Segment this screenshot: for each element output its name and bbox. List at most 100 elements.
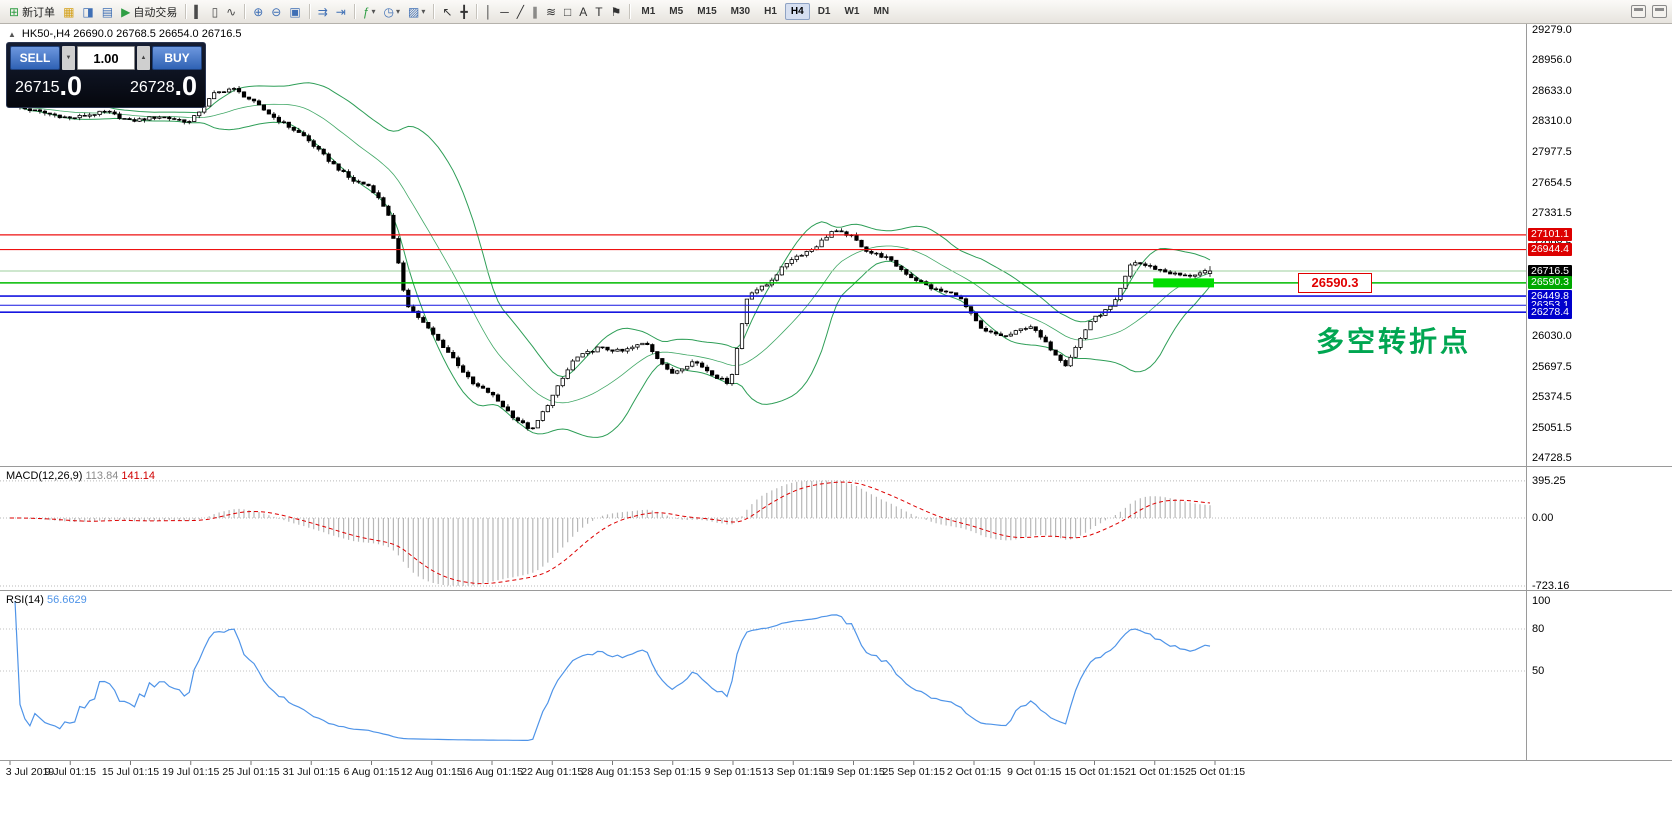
time-axis-label: 9 Jul 01:15 <box>44 766 96 778</box>
trendline-icon: ╱ <box>516 4 524 19</box>
buy-price-main: 26728 <box>129 79 175 96</box>
sell-price[interactable]: 26715.0 <box>15 71 83 101</box>
timeframe-M30[interactable]: M30 <box>730 6 751 17</box>
market-watch-icon: ◨ <box>82 4 94 19</box>
time-axis[interactable]: 3 Jul 2019 9 Jul 01:15 15 Jul 01:15 19 Jul … <box>0 762 1526 784</box>
terminal-icon: ▤ <box>101 4 114 19</box>
toolbar-zoom-in[interactable]: ⊕ <box>250 2 266 22</box>
price-axis[interactable]: 29279.0 28956.0 28633.0 28310.0 27977.5 27654… <box>1526 24 1672 785</box>
volume-input[interactable] <box>77 46 135 70</box>
timeframe-M15[interactable]: M15 <box>697 6 717 17</box>
charts-icon: ▦ <box>63 4 75 19</box>
window-menu-icon[interactable] <box>1652 5 1667 18</box>
tile-windows-icon: ▣ <box>289 4 301 19</box>
price-axis-label: 27654.5 <box>1532 176 1572 189</box>
sell-price-pips: .0 <box>59 71 83 101</box>
sell-price-main: 26715 <box>15 79 60 96</box>
time-axis-label: 9 Sep 01:15 <box>704 766 762 778</box>
one-click-collapse-icon[interactable]: ▲ <box>8 29 16 39</box>
price-axis-label: 27331.5 <box>1532 207 1572 220</box>
toolbar-candlestick-chart[interactable]: ▯ <box>209 2 222 22</box>
trade-panel-prices: 26715.0 26728.0 <box>10 70 202 101</box>
chart-canvas[interactable] <box>0 24 1672 835</box>
toolbar-separator <box>244 4 246 19</box>
toolbar-new-order[interactable]: ⊞ 新订单 <box>6 2 58 22</box>
rsi-label: RSI(14) 56.6629 <box>6 594 87 606</box>
timeframe-MN[interactable]: MN <box>873 6 890 17</box>
time-axis-label: 16 Aug 01:15 <box>461 766 523 778</box>
toolbar-zoom-out[interactable]: ⊖ <box>268 2 284 22</box>
toolbar-text-label[interactable]: T <box>592 2 605 22</box>
toolbar-bar-chart[interactable]: ▍ <box>191 2 206 22</box>
cursor-icon: ↖ <box>442 4 453 19</box>
annotation-note[interactable]: 多空转折点 <box>1316 326 1472 357</box>
toolbar-fibonacci[interactable]: ≋ <box>543 2 559 22</box>
window-restore-icon[interactable] <box>1631 5 1646 18</box>
volume-decrease-button[interactable]: ▼ <box>62 46 75 70</box>
timeframe-H1[interactable]: H1 <box>764 6 777 17</box>
vertical-line-icon: │ <box>484 4 493 19</box>
rsi-name: RSI(14) <box>6 594 44 606</box>
price-axis-label: 27977.5 <box>1532 146 1572 159</box>
sell-button[interactable]: SELL <box>10 46 60 70</box>
new-order-label: 新订单 <box>22 6 56 19</box>
toolbar-terminal[interactable]: ▤ <box>99 2 116 22</box>
bollinger-lower-band <box>9 105 1211 438</box>
price-axis-label: 29279.0 <box>1532 24 1572 36</box>
price-axis-label: 25697.5 <box>1532 360 1572 373</box>
macd-signal-value: 141.14 <box>121 470 156 482</box>
equidistant-channel-icon: ∥ <box>531 4 538 19</box>
timeframe-M1[interactable]: M1 <box>641 6 656 17</box>
shapes-icon: □ <box>564 4 572 19</box>
time-axis-label: 31 Jul 01:15 <box>282 766 340 778</box>
toolbar-indicators[interactable]: ƒ ▾ <box>360 2 379 22</box>
toolbar-crosshair[interactable]: ╋ <box>457 2 470 22</box>
toolbar-equidistant-channel[interactable]: ∥ <box>529 2 541 22</box>
toolbar-templates[interactable]: ▨ ▾ <box>405 2 428 22</box>
buy-price[interactable]: 26728.0 <box>129 73 197 100</box>
text-label-icon: T <box>595 4 603 19</box>
timeframe-W1[interactable]: W1 <box>844 6 860 17</box>
toolbar-charts[interactable]: ▦ <box>60 2 77 22</box>
toolbar-trendline[interactable]: ╱ <box>514 2 527 22</box>
toolbar-market-watch[interactable]: ◨ <box>79 2 96 22</box>
macd-main-value: 113.84 <box>85 470 119 482</box>
bollinger-middle-band <box>9 103 1211 404</box>
toolbar-cursor[interactable]: ↖ <box>439 2 455 22</box>
rsi-value: 56.6629 <box>46 594 87 606</box>
toolbar-shapes[interactable]: □ <box>561 2 574 22</box>
price-tag-27101.1: 27101.1 <box>1528 228 1572 242</box>
price-tag-26716.5: 26716.5 <box>1528 264 1572 278</box>
highlight-segment[interactable] <box>1153 278 1214 288</box>
toolbar-horizontal-line[interactable]: ─ <box>497 2 512 22</box>
timeframe-M5[interactable]: M5 <box>669 6 684 17</box>
crosshair-icon: ╋ <box>460 4 468 19</box>
volume-increase-button[interactable]: ▲ <box>137 46 150 70</box>
time-axis-label: 13 Sep 01:15 <box>762 766 825 778</box>
buy-button[interactable]: BUY <box>152 46 202 70</box>
toolbar-line-chart[interactable]: ∿ <box>223 2 239 22</box>
timeframe-H4[interactable]: H4 <box>784 3 810 20</box>
rsi-line <box>14 600 1211 741</box>
toolbar-vertical-line[interactable]: │ <box>482 2 496 22</box>
timeframe-D1[interactable]: D1 <box>817 6 831 17</box>
time-axis-label: 19 Sep 01:15 <box>822 766 885 778</box>
time-axis-label: 28 Aug 01:15 <box>581 766 644 778</box>
toolbar-auto-scroll[interactable]: ⇉ <box>315 2 331 22</box>
toolbar-text[interactable]: A <box>576 2 590 22</box>
toolbar-tile-windows[interactable]: ▣ <box>286 2 303 22</box>
time-axis-label: 12 Aug 01:15 <box>400 766 463 778</box>
toolbar-separator <box>353 4 355 19</box>
toolbar-arrow-tools[interactable]: ⚑ <box>608 2 625 22</box>
chart-area: ▲ HK50-,H4 26690.0 26768.5 26654.0 26716… <box>0 24 1672 835</box>
toolbar-periods[interactable]: ◷ ▾ <box>381 2 404 22</box>
price-axis-label: 25374.5 <box>1532 391 1572 404</box>
toolbar-chart-shift[interactable]: ⇥ <box>333 2 349 22</box>
rsi-axis-label: 50 <box>1532 665 1545 677</box>
time-axis-label: 22 Aug 01:15 <box>521 766 584 778</box>
price-callout[interactable]: 26590.3 <box>1298 273 1372 294</box>
symbol-title: ▲ HK50-,H4 26690.0 26768.5 26654.0 26716… <box>8 28 242 40</box>
time-axis-label: 15 Jul 01:15 <box>101 766 160 778</box>
toolbar-auto-trading[interactable]: ▶ 自动交易 <box>118 2 180 22</box>
toolbar: ⊞ 新订单 ▦ ◨ ▤ ▶ 自动交易 ▍ ▯ ∿ ⊕ ⊖ ▣ ⇉ ⇥ ƒ ▾ ◷ ▾ ▨ ▾ ↖ ╋ │ ─ ╱ ∥ ≋ □ A T ⚑ M1 M… <box>0 0 1672 24</box>
